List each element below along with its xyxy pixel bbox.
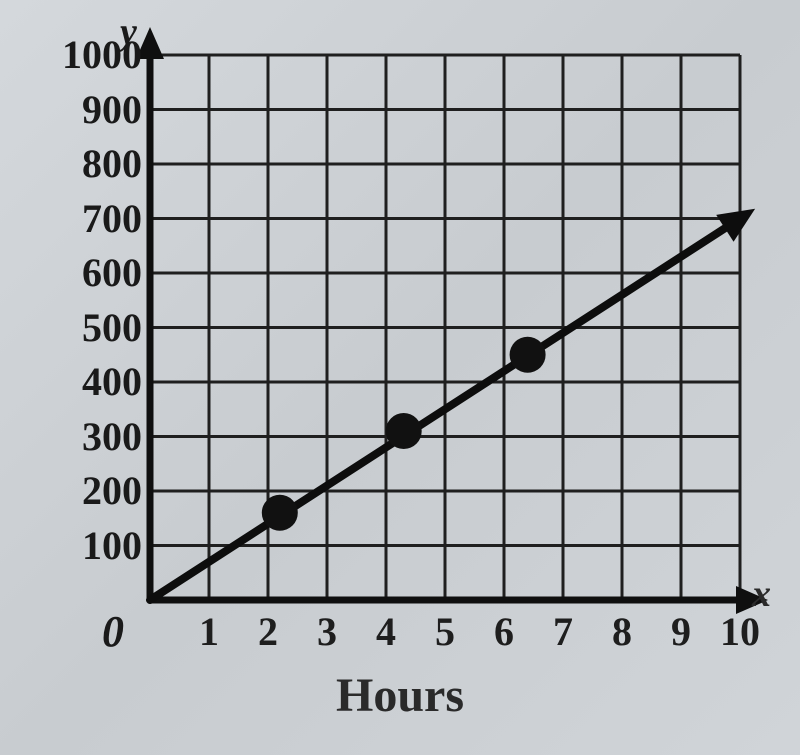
y-tick: 100 <box>82 526 142 566</box>
y-tick: 700 <box>82 199 142 239</box>
x-axis-title: Hours <box>0 668 800 723</box>
y-tick: 900 <box>82 90 142 130</box>
x-tick: 6 <box>494 608 514 655</box>
origin-label: 0 <box>102 606 124 657</box>
y-tick: 1000 <box>62 35 142 75</box>
y-tick: 500 <box>82 308 142 348</box>
y-tick: 600 <box>82 253 142 293</box>
x-tick: 4 <box>376 608 396 655</box>
x-tick: 10 <box>720 608 760 655</box>
y-tick: 300 <box>82 417 142 457</box>
x-tick: 9 <box>671 608 691 655</box>
y-tick: 400 <box>82 362 142 402</box>
x-tick: 3 <box>317 608 337 655</box>
x-tick: 2 <box>258 608 278 655</box>
y-tick: 800 <box>82 144 142 184</box>
x-tick: 1 <box>199 608 219 655</box>
x-tick: 8 <box>612 608 632 655</box>
x-tick: 5 <box>435 608 455 655</box>
chart-container: y x 0 Hours 1002003004005006007008009001… <box>0 0 800 755</box>
y-tick: 200 <box>82 471 142 511</box>
x-tick: 7 <box>553 608 573 655</box>
